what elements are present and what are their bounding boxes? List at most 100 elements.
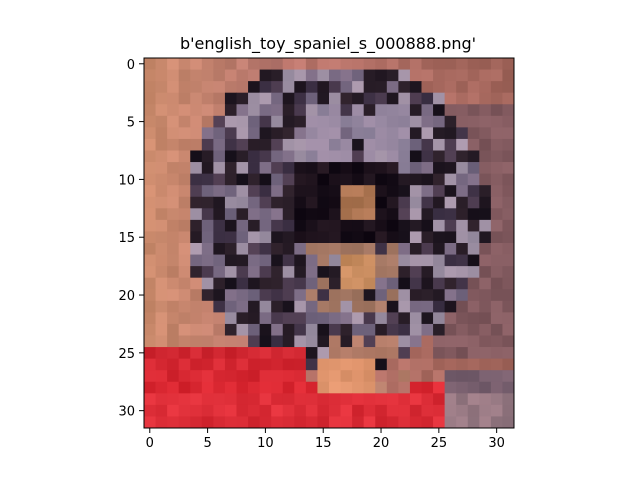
image-pixel (213, 266, 226, 279)
image-pixel (502, 127, 515, 140)
image-pixel (294, 185, 307, 198)
image-pixel (167, 393, 180, 406)
image-pixel (236, 277, 249, 290)
image-pixel (340, 312, 353, 325)
image-pixel (444, 208, 457, 221)
image-pixel (467, 138, 480, 151)
image-pixel (144, 127, 156, 140)
image-pixel (352, 289, 365, 302)
image-pixel (236, 347, 249, 360)
image-pixel (398, 243, 411, 255)
image-pixel (340, 277, 353, 290)
image-pixel (259, 231, 272, 244)
image-pixel (155, 219, 168, 232)
image-pixel (144, 196, 156, 209)
image-pixel (398, 277, 411, 290)
image-pixel (236, 196, 249, 209)
image-pixel (375, 243, 388, 255)
image-pixel (236, 115, 249, 128)
image-pixel (490, 393, 503, 406)
image-pixel (224, 162, 237, 175)
image-pixel (456, 312, 469, 325)
image-pixel (421, 254, 434, 267)
image-pixel (490, 381, 503, 394)
image-pixel (259, 370, 272, 383)
image-pixel (155, 69, 168, 82)
image-pixel (201, 150, 214, 163)
image-pixel (363, 347, 376, 360)
image-pixel (282, 323, 295, 336)
image-pixel (329, 347, 341, 360)
image-pixel (386, 254, 399, 267)
image-pixel (259, 312, 272, 325)
image-pixel (479, 92, 492, 105)
image-pixel (248, 58, 261, 70)
image-pixel (456, 323, 469, 336)
image-pixel (213, 173, 226, 186)
image-pixel (363, 254, 376, 267)
image-pixel (155, 335, 168, 348)
image-pixel (490, 208, 503, 221)
image-pixel (271, 185, 284, 198)
image-pixel (363, 69, 376, 82)
image-pixel (363, 393, 376, 406)
image-pixel (190, 115, 203, 128)
image-pixel (479, 81, 492, 94)
image-pixel (409, 323, 422, 336)
image-pixel (259, 289, 272, 302)
image-pixel (490, 254, 503, 267)
image-pixel (282, 243, 295, 255)
image-pixel (409, 312, 422, 325)
image-pixel (340, 185, 353, 198)
image-pixel (271, 231, 284, 244)
y-tick-label: 30 (118, 405, 135, 420)
image-pixel (213, 231, 226, 244)
image-pixel (317, 231, 330, 244)
image-pixel (259, 173, 272, 186)
image-pixel (248, 115, 261, 128)
image-pixel (456, 416, 469, 429)
image-pixel (433, 347, 446, 360)
image-pixel (490, 231, 503, 244)
image-pixel (248, 69, 261, 82)
image-pixel (282, 404, 295, 417)
image-pixel (259, 243, 272, 255)
image-pixel (467, 127, 480, 140)
image-pixel (282, 219, 295, 232)
image-pixel (144, 277, 156, 290)
image-pixel (155, 104, 168, 117)
image-pixel (224, 312, 237, 325)
image-pixel (317, 289, 330, 302)
image-pixel (144, 266, 156, 279)
image-pixel (282, 81, 295, 94)
image-pixel (213, 81, 226, 94)
image-pixel (305, 196, 318, 209)
image-pixel (433, 358, 446, 371)
image-pixel (386, 196, 399, 209)
image-pixel (155, 300, 168, 313)
image-pixel (305, 347, 318, 360)
image-pixel (433, 138, 446, 151)
image-pixel (248, 196, 261, 209)
image-pixel (317, 393, 330, 406)
image-pixel (271, 323, 284, 336)
image-pixel (271, 243, 284, 255)
image-pixel (271, 115, 284, 128)
image-pixel (144, 370, 156, 383)
image-pixel (259, 58, 272, 70)
image-pixel (456, 358, 469, 371)
image-pixel (167, 312, 180, 325)
image-pixel (479, 196, 492, 209)
image-pixel (490, 196, 503, 209)
image-pixel (155, 138, 168, 151)
y-tick-label: 10 (118, 173, 135, 188)
image-pixel (352, 254, 365, 267)
image-pixel (236, 69, 249, 82)
image-pixel (456, 393, 469, 406)
image-pixel (340, 404, 353, 417)
image-pixel (317, 323, 330, 336)
image-pixel (224, 231, 237, 244)
image-pixel (502, 381, 515, 394)
image-pixel (213, 347, 226, 360)
image-pixel (490, 266, 503, 279)
